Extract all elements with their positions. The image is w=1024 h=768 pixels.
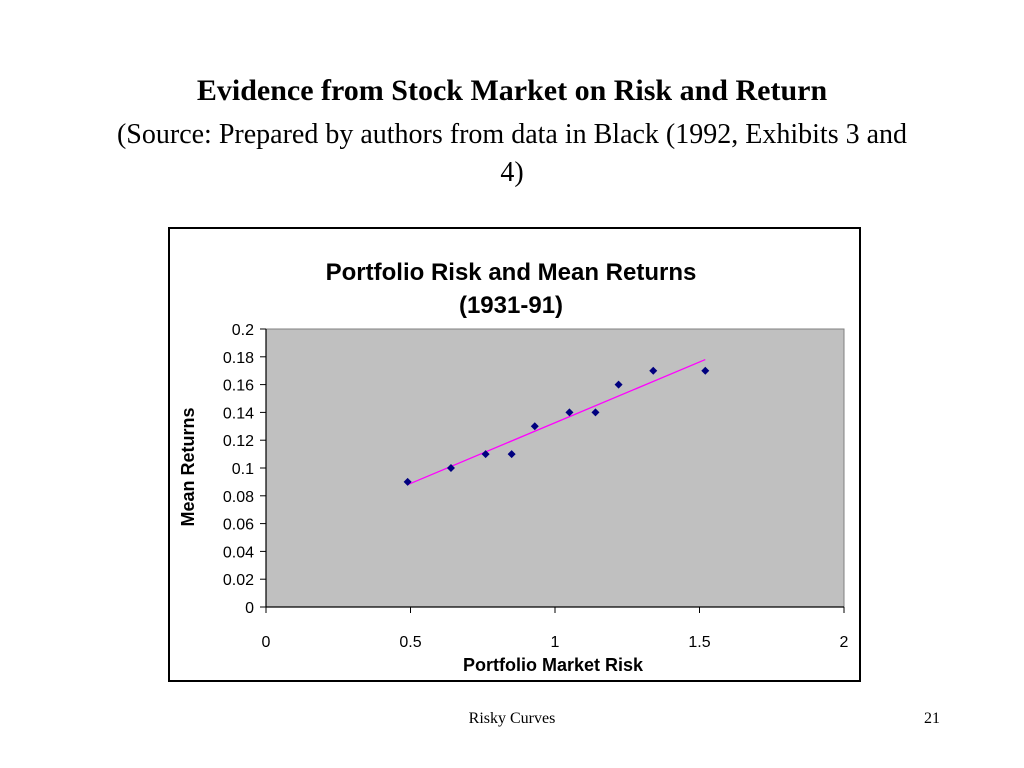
y-tick-label: 0.12 (223, 433, 254, 450)
data-point (481, 450, 490, 459)
chart-frame: Portfolio Risk and Mean Returns (1931-91… (168, 227, 861, 682)
footer-text: Risky Curves (468, 710, 556, 727)
y-tick-label: 0.04 (223, 544, 254, 561)
y-tick-label: 0.2 (232, 322, 254, 339)
plot-background (265, 328, 845, 608)
y-tick-label: 0.02 (223, 572, 254, 589)
data-point (701, 366, 710, 375)
data-point (565, 408, 574, 417)
y-tick-label: 0.08 (223, 489, 254, 506)
data-point (507, 450, 516, 459)
y-tick-label: 0 (245, 600, 254, 617)
plot-area: 0 0.02 0.04 0.06 0.08 0.1 0.12 0.14 0.16 0.18 0.2 0… (223, 322, 849, 651)
page-number: 21 (924, 710, 940, 727)
data-point (614, 380, 623, 389)
x-axis-label: Portfolio Market Risk (463, 655, 644, 675)
data-point (649, 366, 658, 375)
x-tick-label: 1.5 (688, 634, 710, 651)
data-point (530, 422, 539, 431)
x-tick-label: 2 (840, 634, 849, 651)
x-tick-label: 0 (262, 634, 271, 651)
scatter-chart: Portfolio Risk and Mean Returns (1931-91… (178, 259, 849, 675)
data-point (591, 408, 600, 417)
data-point (403, 477, 412, 486)
y-tick-label: 0.18 (223, 350, 254, 367)
x-tick-label: 0.5 (399, 634, 421, 651)
trendline (407, 358, 706, 486)
chart-title-line-2: (1931-91) (459, 292, 563, 319)
data-point (446, 464, 455, 472)
y-tick-label: 0.16 (223, 378, 254, 395)
y-tick-label: 0.14 (223, 405, 254, 422)
y-tick-label: 0.1 (232, 461, 254, 478)
slide-subtitle: (Source: Prepared by authors from data i… (116, 119, 908, 188)
y-tick-label: 0.06 (223, 517, 254, 534)
chart-title-line-1: Portfolio Risk and Mean Returns (326, 259, 697, 286)
x-tick-label: 1 (551, 634, 560, 651)
slide-title: Evidence from Stock Market on Risk and R… (196, 74, 828, 107)
y-axis-label: Mean Returns (178, 407, 198, 526)
